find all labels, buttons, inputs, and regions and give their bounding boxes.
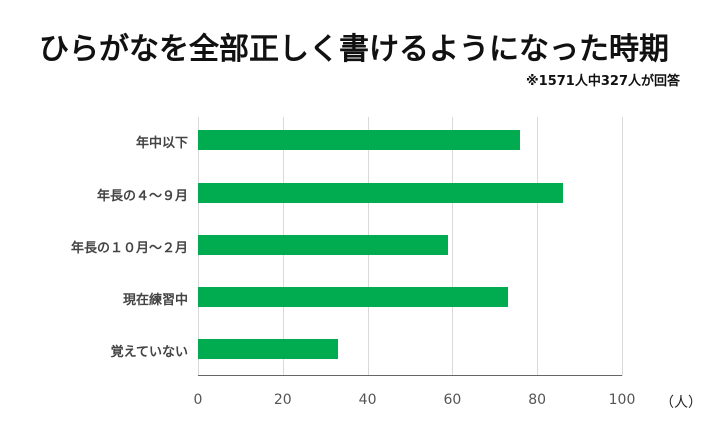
gridline [537, 117, 539, 376]
x-tick: 60 [443, 392, 462, 408]
x-tick: 80 [528, 392, 547, 408]
category-label: 現在練習中 [122, 293, 188, 308]
chart-title: ひらがなを全部正しく書けるようになった時期 [39, 32, 669, 67]
category-label: 年中以下 [135, 136, 188, 151]
x-tick: 0 [193, 392, 203, 408]
x-axis-unit: （人） [660, 395, 702, 411]
category-label: 年長の１０月～２月 [70, 241, 188, 256]
bar [198, 183, 563, 203]
category-label: 年長の４～９月 [96, 189, 188, 204]
bar [198, 130, 521, 150]
x-tick: 20 [273, 392, 292, 408]
gridline [622, 117, 623, 376]
category-label: 覚えていない [110, 345, 188, 360]
x-tick: 40 [358, 392, 377, 408]
gridline [452, 117, 454, 376]
x-axis-line [198, 375, 622, 376]
plot-area [198, 117, 623, 376]
chart-subtitle: ※1571人中327人が回答 [526, 74, 680, 89]
bar [198, 235, 449, 255]
bar [198, 339, 338, 359]
x-tick: 100 [608, 392, 636, 408]
bar [198, 287, 508, 307]
